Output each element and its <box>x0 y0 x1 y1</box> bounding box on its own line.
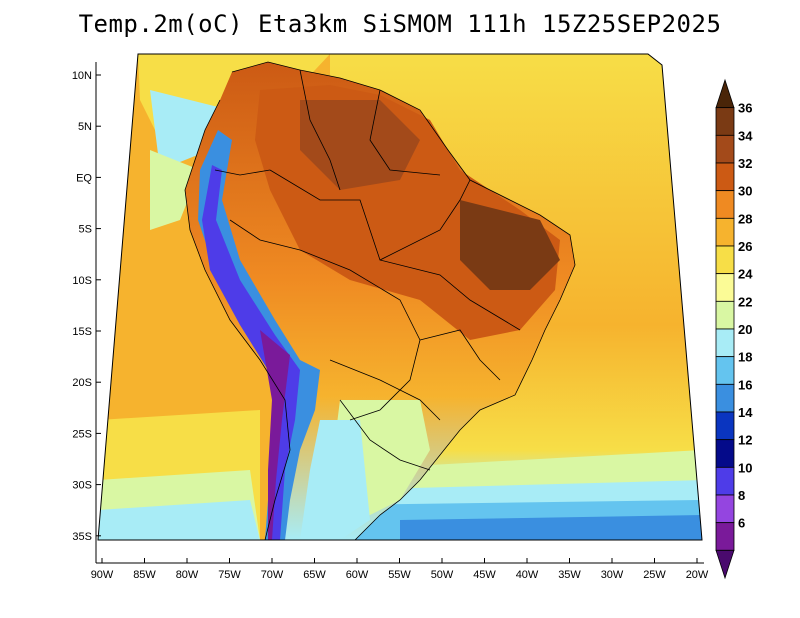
lon-label: 25W <box>643 569 666 581</box>
colorbar-label: 30 <box>738 184 752 199</box>
lat-label: 20S <box>72 377 92 389</box>
lon-label: 50W <box>431 569 454 581</box>
colorbar-label: 22 <box>738 294 752 309</box>
colorbar-swatch <box>715 190 735 219</box>
colorbar-swatch <box>715 300 735 330</box>
colorbar-swatch <box>715 107 735 136</box>
colorbar-swatch <box>715 383 735 413</box>
lat-label: 10N <box>72 70 92 82</box>
lon-label: 65W <box>303 569 326 581</box>
lat-label: 5S <box>79 224 92 236</box>
lat-label: EQ <box>76 172 92 184</box>
colorbar-cap-bottom <box>715 549 735 580</box>
colorbar-swatch <box>715 356 735 385</box>
colorbar-label: 18 <box>738 350 752 365</box>
colorbar-swatch <box>715 162 735 192</box>
colorbar-swatch <box>715 273 735 302</box>
lon-label: 80W <box>176 569 199 581</box>
colorbar-cap-top <box>715 78 735 109</box>
colorbar-label: 32 <box>738 156 752 171</box>
colorbar-swatch <box>715 522 735 551</box>
colorbar-label: 20 <box>738 322 752 337</box>
colorbar-swatch <box>715 134 735 164</box>
lat-label: 25S <box>72 428 92 440</box>
lon-label: 20W <box>686 569 709 581</box>
political-borders <box>184 61 576 540</box>
colorbar-label: 24 <box>738 267 753 282</box>
colorbar-label: 16 <box>738 377 752 392</box>
lon-label: 90W <box>91 569 114 581</box>
lon-label: 35W <box>558 569 581 581</box>
map-frame <box>97 53 703 541</box>
lon-label: 75W <box>218 569 241 581</box>
colorbar-swatch <box>715 245 735 275</box>
colorbar-swatch <box>715 494 735 524</box>
lon-label: 30W <box>601 569 624 581</box>
longitude-axis: 90W 85W 80W 75W 70W 65W 60W 55W 50W 45W 40W 35W 30W 2… <box>91 558 709 581</box>
latitude-axis: 10N 5N EQ 5S 10S 15S 20S 25S 30S 35S <box>72 70 101 543</box>
colorbar-swatch <box>715 439 735 468</box>
lon-label: 55W <box>388 569 411 581</box>
colorbar-label: 34 <box>738 128 753 143</box>
lon-label: 60W <box>346 569 369 581</box>
colorbar-label: 12 <box>738 433 752 448</box>
colorbar-label: 8 <box>738 488 745 503</box>
map-title: Temp.2m(oC) Eta3km SiSMOM 111h 15Z25SEP2… <box>78 10 722 38</box>
lat-label: 5N <box>78 121 92 133</box>
colorbar-label: 14 <box>738 405 753 420</box>
lon-label: 85W <box>133 569 156 581</box>
temperature-field <box>98 54 702 540</box>
lat-label: 10S <box>72 275 92 287</box>
lon-label: 70W <box>261 569 284 581</box>
colorbar-label: 6 <box>738 516 745 531</box>
lon-label: 40W <box>516 569 539 581</box>
colorbar-swatch <box>715 217 735 247</box>
colorbar-swatch <box>715 466 735 496</box>
colorbar-swatch <box>715 411 735 441</box>
colorbar-label: 28 <box>738 211 752 226</box>
lon-label: 45W <box>473 569 496 581</box>
colorbar-swatch <box>715 328 735 358</box>
lat-label: 15S <box>72 326 92 338</box>
lat-label: 30S <box>72 480 92 492</box>
lat-label: 35S <box>72 531 92 543</box>
colorbar-label: 10 <box>738 460 752 475</box>
colorbar: 36 34 32 30 28 26 24 22 20 18 16 14 12 10 8 6 <box>715 78 753 580</box>
colorbar-label: 36 <box>738 101 752 116</box>
colorbar-label: 26 <box>738 239 752 254</box>
